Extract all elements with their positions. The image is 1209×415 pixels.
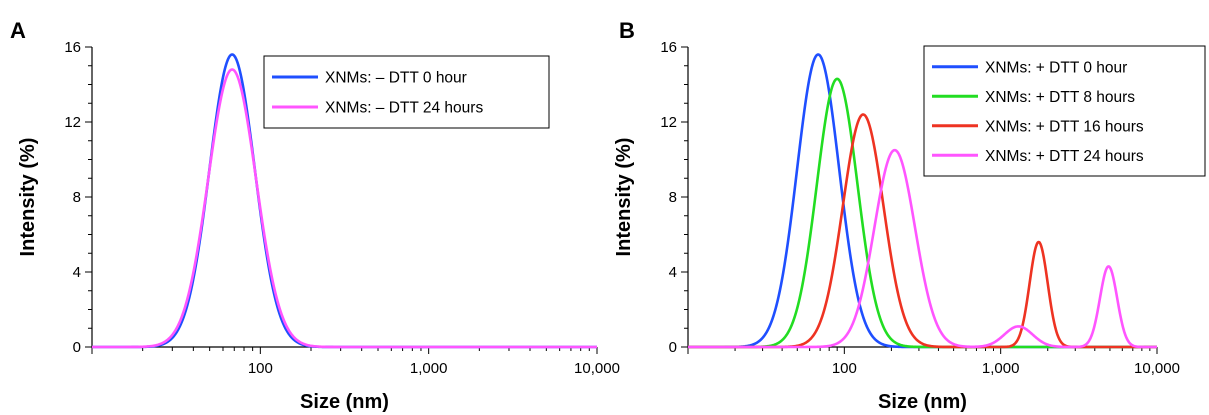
x-tick-label: 1,000: [982, 360, 1020, 377]
x-tick-label: 100: [832, 360, 857, 377]
x-tick-label: 10,000: [1134, 360, 1180, 377]
panel-label: B: [619, 18, 635, 43]
y-tick-label: 12: [660, 114, 677, 131]
x-tick-label: 100: [248, 360, 273, 377]
y-tick-label: 8: [669, 189, 677, 206]
legend-label: XNMs: + DTT 16 hours: [985, 118, 1144, 135]
y-tick-label: 12: [64, 114, 81, 131]
legend-label: XNMs: – DTT 24 hours: [325, 100, 483, 117]
x-tick-label: 10,000: [574, 360, 620, 377]
y-tick-label: 8: [73, 189, 81, 206]
x-axis-title: Size (nm): [300, 391, 389, 413]
y-axis-title: Intensity (%): [613, 138, 635, 257]
y-tick-label: 16: [64, 39, 81, 56]
chart-panel-a: A 0 4 8 12 16 100 1,000 10,000 Size (nm) Intensity…: [10, 18, 620, 413]
series-line-2: [91, 68, 598, 349]
legend-label: XNMs: + DTT 0 hour: [985, 59, 1127, 76]
legend-label: XNMs: + DTT 8 hours: [985, 89, 1135, 106]
legend-label: XNMs: + DTT 24 hours: [985, 148, 1144, 165]
x-axis-title: Size (nm): [878, 391, 967, 413]
legend-box: [263, 55, 550, 129]
chart-panel-b: B 0 4 8 12 16 100 1,000 10,000 Size (nm) Intensity…: [613, 18, 1206, 413]
y-axis-title: Intensity (%): [17, 138, 39, 257]
panel-label: A: [10, 18, 26, 43]
x-tick-label: 1,000: [410, 360, 448, 377]
y-tick-label: 4: [73, 264, 81, 281]
y-tick-label: 4: [669, 264, 677, 281]
legend-label: XNMs: – DTT 0 hour: [325, 70, 467, 87]
legend: XNMs: – DTT 0 hour XNMs: – DTT 24 hours: [263, 55, 550, 129]
y-tick-label: 0: [73, 339, 81, 356]
y-tick-label: 16: [660, 39, 677, 56]
series-line-4: [687, 148, 1158, 349]
legend: XNMs: + DTT 0 hour XNMs: + DTT 8 hours XNM…: [923, 45, 1206, 177]
y-tick-label: 0: [669, 339, 677, 356]
